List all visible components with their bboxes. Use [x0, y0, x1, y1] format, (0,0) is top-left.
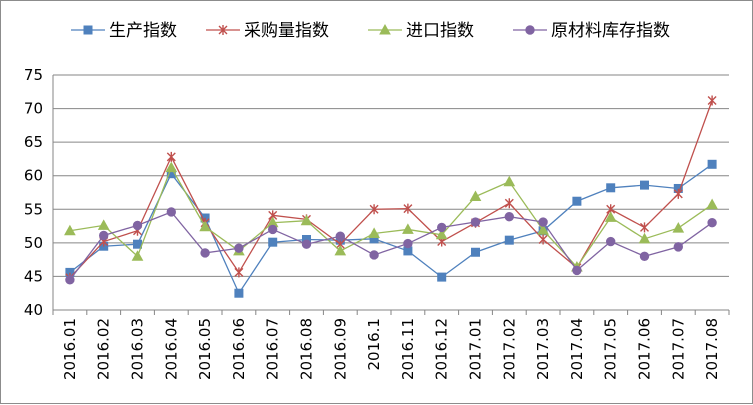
data-point-s3	[504, 211, 514, 222]
y-tick-label: 55	[24, 200, 43, 218]
data-point-s0	[606, 183, 616, 193]
x-tick-label: 2016.09	[331, 318, 349, 380]
data-point-s3	[538, 217, 548, 227]
data-point-s0	[437, 272, 447, 282]
data-point-s3	[166, 207, 177, 217]
data-point-s3	[369, 250, 379, 260]
data-point-s2	[402, 223, 414, 234]
x-tick-label: 2017.08	[703, 318, 721, 380]
data-point-s0	[640, 180, 649, 190]
legend-label: 原材料库存指数	[551, 21, 670, 41]
data-point-s0	[133, 239, 142, 249]
x-tick-label: 2017.05	[602, 318, 620, 380]
x-tick-label: 2016.01	[61, 318, 79, 380]
data-point-s2	[638, 232, 651, 244]
data-point-s0	[572, 196, 582, 206]
x-tick-label: 2016.08	[298, 318, 316, 380]
data-point-s2	[300, 214, 313, 226]
x-tick-label: 2017.02	[500, 318, 518, 380]
y-tick-label: 50	[24, 234, 43, 252]
data-point-s2	[379, 23, 391, 35]
data-point-s3	[200, 248, 210, 258]
series-line-0	[69, 163, 713, 295]
data-point-s2	[537, 224, 549, 235]
data-point-s3	[403, 238, 413, 249]
data-point-s3	[335, 231, 345, 241]
data-point-s3	[470, 217, 481, 227]
data-point-s1	[673, 188, 683, 199]
y-tick-label: 45	[24, 267, 43, 285]
y-tick-label: 65	[24, 133, 43, 151]
x-tick-label: 2016.04	[162, 318, 180, 380]
data-point-s1	[707, 95, 717, 106]
data-point-s2	[199, 220, 211, 232]
data-point-s1	[166, 151, 176, 162]
data-point-s3	[606, 236, 616, 247]
legend-label: 进口指数	[406, 21, 474, 41]
data-point-s0	[504, 235, 514, 245]
x-tick-label: 2016.03	[129, 318, 147, 380]
x-tick-label: 2016.02	[95, 318, 113, 380]
data-point-s2	[97, 219, 110, 230]
x-tick-label: 2016.05	[196, 318, 214, 380]
x-tick-label: 2017.03	[534, 318, 552, 380]
data-point-s2	[706, 198, 718, 210]
data-point-s0	[234, 288, 244, 298]
data-point-s2	[165, 161, 178, 173]
series-line-2	[69, 166, 713, 269]
data-point-s2	[503, 175, 516, 187]
data-point-s3	[268, 224, 278, 235]
data-point-s1	[538, 234, 548, 245]
data-point-s0	[268, 237, 278, 247]
x-tick-label: 2016.12	[433, 318, 451, 380]
x-tick-label: 2016.11	[399, 318, 417, 380]
y-tick-label: 60	[24, 167, 43, 185]
data-point-s2	[435, 228, 448, 240]
data-point-s1	[369, 204, 379, 215]
legend-label: 采购量指数	[244, 21, 329, 41]
x-tick-label: 2017.04	[568, 318, 586, 380]
data-point-s3	[234, 243, 244, 253]
data-point-s3	[437, 222, 447, 233]
x-tick-label: 2017.01	[467, 318, 485, 380]
y-tick-label: 40	[24, 301, 43, 319]
data-point-s1	[234, 267, 244, 278]
data-point-s3	[707, 218, 717, 228]
x-tick-label: 2016.06	[230, 318, 248, 380]
series-line-3	[69, 211, 713, 281]
data-point-s2	[469, 190, 482, 202]
x-tick-label: 2016.07	[264, 318, 282, 380]
data-point-s3	[301, 239, 312, 249]
data-point-s2	[672, 222, 685, 233]
data-point-s0	[83, 25, 93, 35]
data-point-s3	[673, 242, 683, 252]
data-point-s3	[572, 265, 582, 276]
x-tick-label: 2017.06	[636, 318, 654, 380]
data-point-s1	[504, 198, 514, 209]
series-line-1	[69, 100, 713, 279]
x-tick-label: 2017.07	[669, 318, 687, 380]
data-point-s2	[604, 211, 617, 222]
data-point-s3	[639, 251, 650, 261]
y-tick-label: 70	[24, 100, 43, 118]
x-tick-label: 2016.1	[365, 318, 383, 371]
data-point-s0	[707, 159, 717, 169]
data-point-s3	[525, 25, 535, 35]
legend-label: 生产指数	[109, 21, 177, 41]
data-point-s3	[132, 220, 143, 231]
data-point-s0	[471, 247, 480, 257]
data-point-s1	[640, 222, 649, 233]
data-point-s1	[218, 25, 228, 35]
data-point-s2	[334, 244, 347, 256]
data-point-s3	[65, 275, 75, 285]
data-point-s3	[99, 230, 109, 241]
data-point-s2	[131, 250, 144, 261]
data-point-s2	[64, 224, 76, 236]
y-tick-label: 75	[24, 66, 43, 84]
data-point-s2	[368, 227, 380, 238]
data-point-s1	[403, 203, 413, 214]
